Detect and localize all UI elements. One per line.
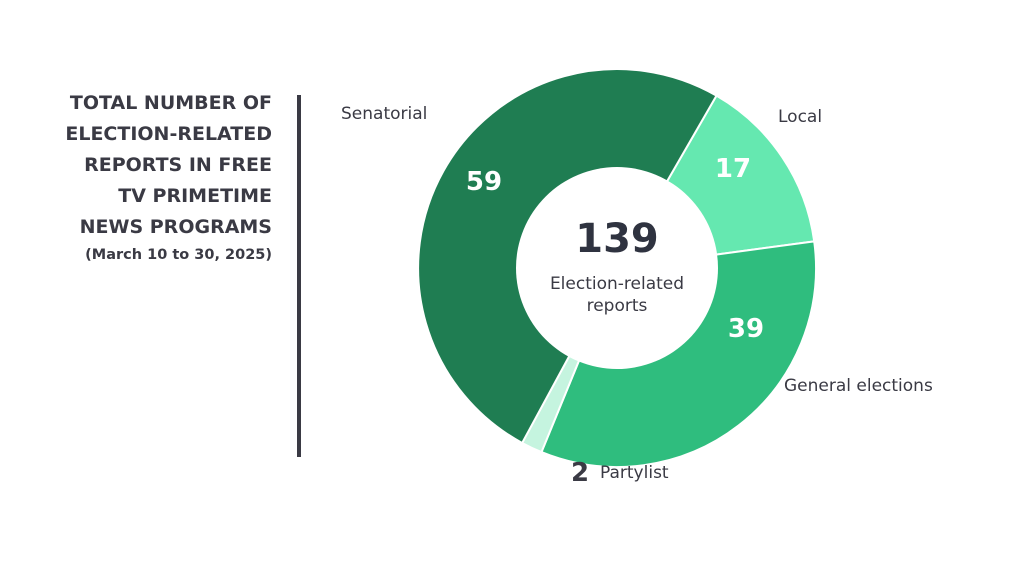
chart-title: TOTAL NUMBER OF ELECTION-RELATED REPORTS…: [20, 88, 272, 267]
vertical-divider: [297, 95, 301, 457]
title-line-5: NEWS PROGRAMS: [79, 216, 272, 238]
slice-label-partylist: Partylist: [600, 463, 669, 483]
slice-value-local: 17: [715, 154, 751, 184]
title-line-3: REPORTS IN FREE: [84, 154, 272, 176]
chart-subtitle: (March 10 to 30, 2025): [85, 247, 272, 263]
slice-label-senatorial: Senatorial: [341, 104, 427, 124]
slice-value-general-elections: 39: [728, 314, 764, 344]
slice-label-general-elections: General elections: [784, 376, 933, 396]
slice-value-partylist: 2: [571, 458, 589, 488]
title-line-1: TOTAL NUMBER OF: [69, 92, 272, 114]
title-line-2: ELECTION-RELATED: [65, 123, 272, 145]
title-line-4: TV PRIMETIME: [118, 185, 272, 207]
total-caption-line-1: Election-related: [550, 274, 684, 294]
total-caption-line-2: reports: [587, 296, 648, 316]
slice-label-local: Local: [778, 107, 822, 127]
slice-value-senatorial: 59: [466, 167, 502, 197]
total-value: 139: [575, 216, 659, 262]
donut-hole: [516, 167, 718, 369]
